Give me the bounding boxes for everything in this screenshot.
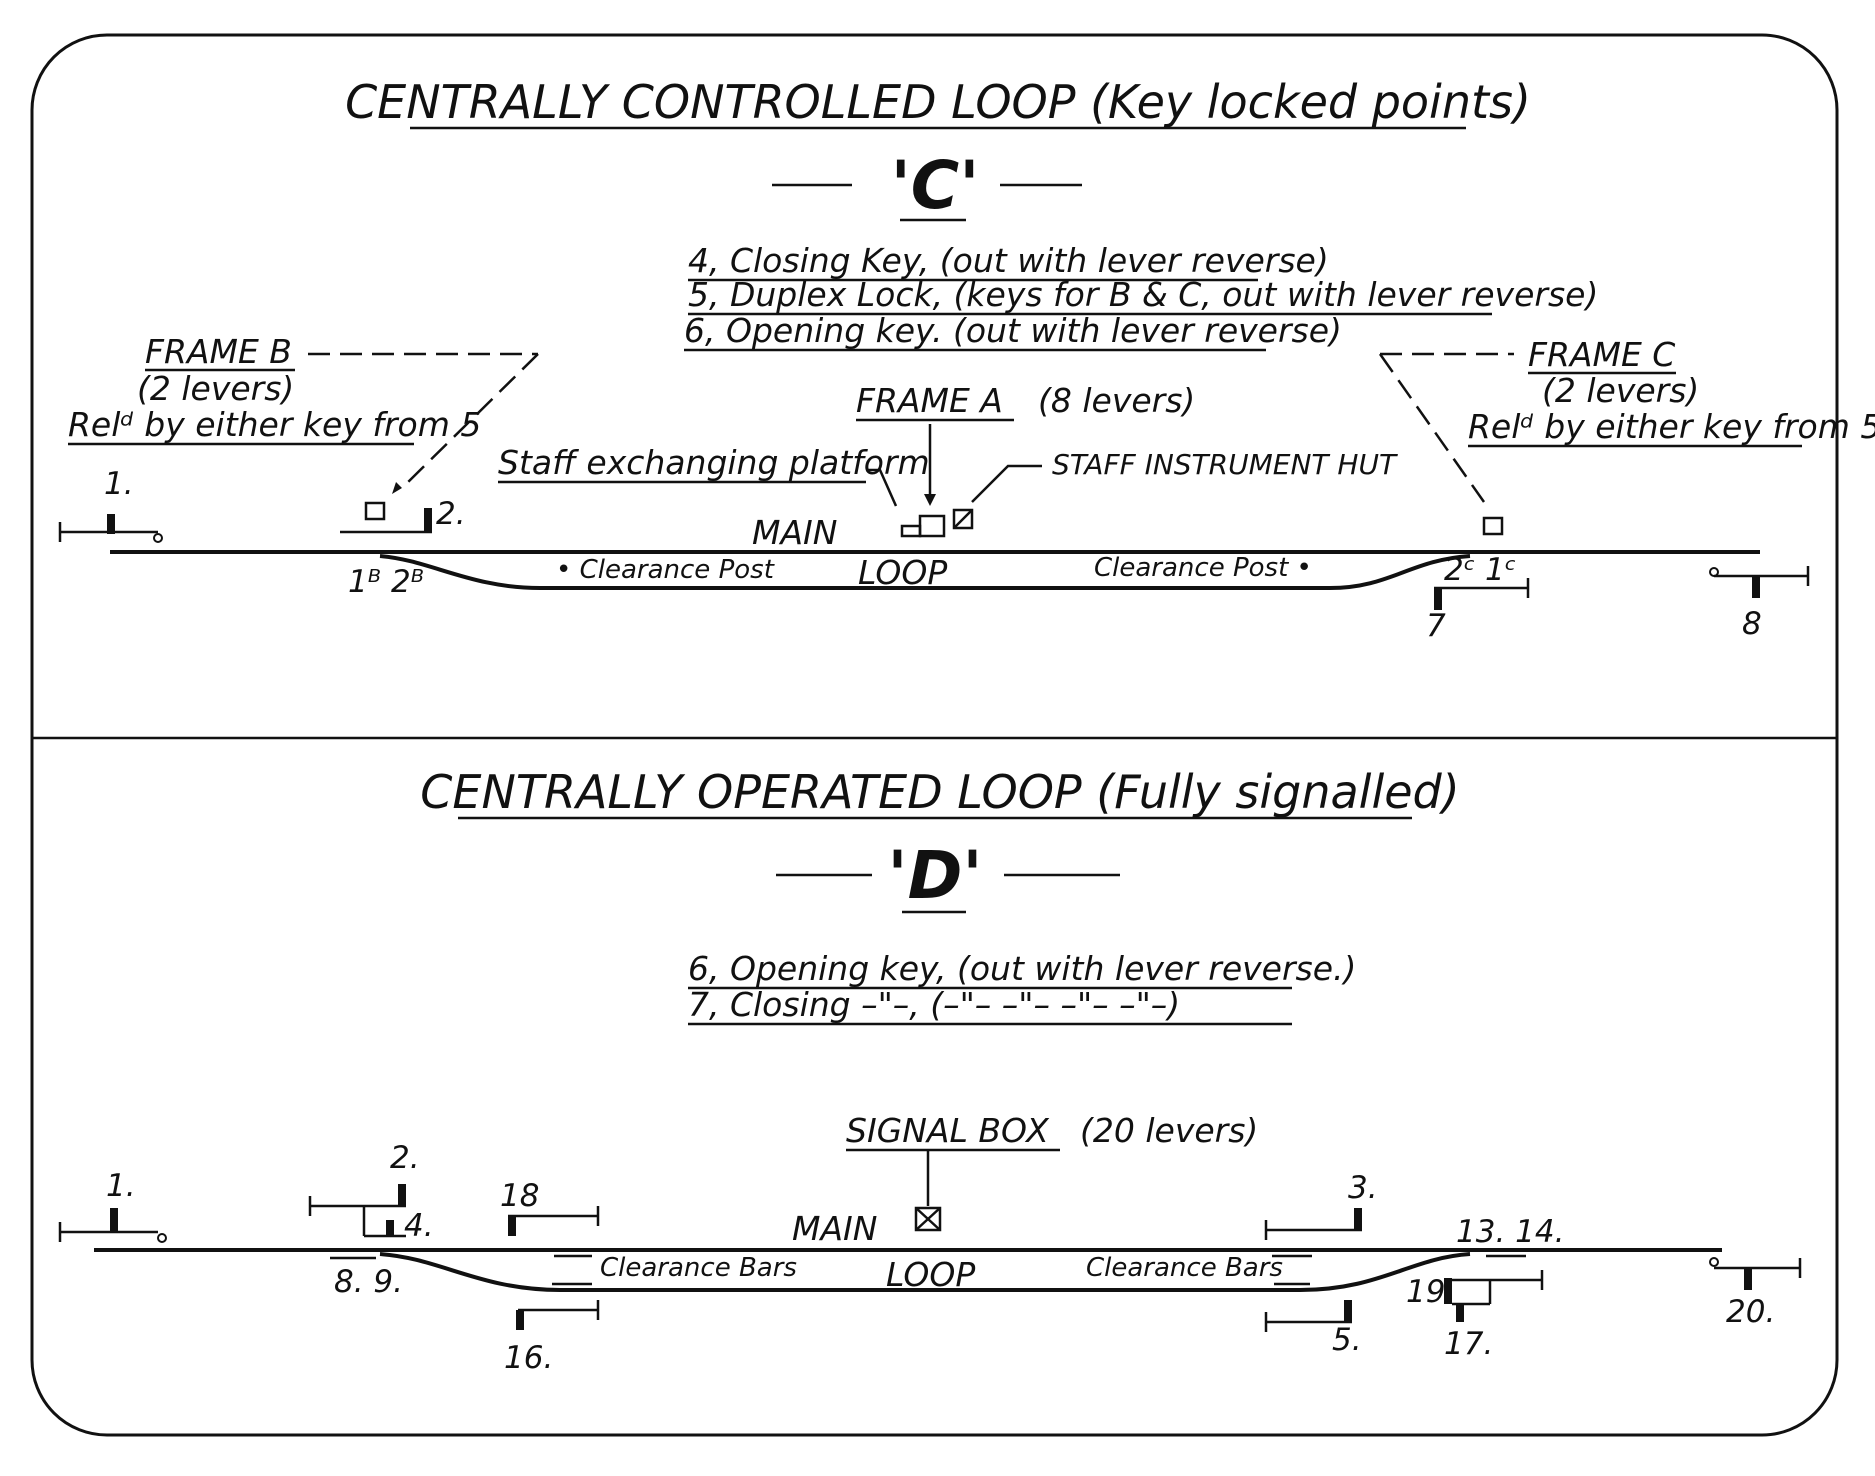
d-signal-17-label: 17. [1444, 1326, 1493, 1362]
c-signal-8 [1752, 576, 1760, 598]
c-points-2c1c: 2ᶜ 1ᶜ [1444, 552, 1516, 588]
signal-box-levers: (20 levers) [1080, 1111, 1258, 1150]
d-signal-2-label: 2. [390, 1140, 420, 1176]
d-signal-4-label: 4. [404, 1208, 434, 1244]
signal-box-label: SIGNAL BOX [846, 1111, 1050, 1150]
d-signal-18-label: 18 [500, 1178, 539, 1214]
d-signal-17 [1456, 1304, 1464, 1322]
c-signal-7 [1434, 588, 1442, 610]
frame-b-levers: (2 levers) [137, 369, 294, 408]
section-d-note-6: 6, Opening key, (out with lever reverse.… [688, 949, 1356, 988]
c-main-label: MAIN [752, 513, 837, 552]
d-signal-16 [516, 1310, 524, 1330]
c-clearance-left: • Clearance Post [556, 555, 775, 585]
frame-c-symbol [1482, 516, 1504, 536]
staff-platform-symbol [900, 524, 922, 538]
c-signal-1-label: 1. [104, 466, 134, 502]
d-signal-16-label: 16. [504, 1340, 553, 1376]
d-signal-5 [1344, 1300, 1352, 1322]
c-signal-8-label: 8 [1742, 606, 1762, 642]
d-clearance-right: Clearance Bars [1086, 1253, 1283, 1283]
section-c-title: CENTRALLY CONTROLLED LOOP (Key locked po… [345, 75, 1531, 129]
d-signal-19-label: 19. [1406, 1274, 1455, 1310]
c-signal-1 [107, 514, 115, 534]
frame-b-symbol [364, 501, 386, 521]
c-clearance-right: Clearance Post • [1094, 553, 1312, 583]
section-d-letter: 'D' [887, 837, 982, 914]
section-c-note-4: 4, Closing Key, (out with lever reverse) [688, 241, 1329, 280]
d-points-89: 8. 9. [334, 1264, 403, 1300]
c-signal-2 [424, 508, 432, 532]
d-loop-label: LOOP [886, 1255, 975, 1294]
section-c-note-5: 5, Duplex Lock, (keys for B & C, out wit… [688, 275, 1598, 314]
section-c-note-6: 6, Opening key. (out with lever reverse) [684, 311, 1342, 350]
section-c: CENTRALLY CONTROLLED LOOP (Key locked po… [58, 75, 1875, 644]
c-signal-7-label: 7 [1426, 608, 1446, 644]
diagram-border [30, 33, 1839, 1437]
frame-a-levers: (8 levers) [1038, 381, 1195, 420]
d-signal-1 [110, 1208, 118, 1232]
frame-c-release: Relᵈ by either key from 5 [1468, 407, 1875, 446]
frame-a-title: FRAME A [856, 381, 1003, 420]
d-signal-1314-label: 13. 14. [1456, 1214, 1564, 1250]
staff-platform-label: Staff exchanging platform [498, 443, 930, 482]
frame-b-title: FRAME B [145, 332, 292, 371]
d-signal-2 [398, 1184, 406, 1206]
d-signal-20-label: 20. [1726, 1294, 1775, 1330]
frame-a-symbol [918, 514, 946, 538]
staff-hut-label: STAFF INSTRUMENT HUT [1052, 448, 1398, 481]
c-signal-2-label: 2. [436, 496, 466, 532]
d-main-label: MAIN [792, 1209, 877, 1248]
signal-box-symbol [914, 1206, 942, 1232]
d-signal-18 [508, 1216, 516, 1236]
c-loop-line [379, 554, 1471, 590]
section-d: CENTRALLY OPERATED LOOP (Fully signalled… [58, 765, 1802, 1376]
d-signal-19 [1444, 1278, 1452, 1304]
d-clearance-left: Clearance Bars [600, 1253, 797, 1283]
c-points-1b2b: 1ᴮ 2ᴮ [348, 564, 424, 600]
frame-b-release: Relᵈ by either key from 5 [68, 405, 481, 444]
staff-hut-symbol [952, 508, 974, 530]
d-signal-5-label: 5. [1332, 1322, 1362, 1358]
section-d-title: CENTRALLY OPERATED LOOP (Fully signalled… [420, 765, 1459, 819]
d-signal-4 [386, 1220, 394, 1236]
d-signal-3 [1354, 1208, 1362, 1230]
section-d-note-7: 7, Closing –"–, (–"– –"– –"– –"–) [688, 985, 1180, 1024]
d-signal-3-label: 3. [1348, 1170, 1378, 1206]
d-loop-line [379, 1252, 1471, 1292]
d-signal-1-label: 1. [106, 1168, 136, 1204]
d-signal-20 [1744, 1268, 1752, 1290]
c-loop-label: LOOP [858, 553, 947, 592]
frame-c-levers: (2 levers) [1542, 371, 1699, 410]
frame-c-title: FRAME C [1528, 335, 1675, 374]
section-c-letter: 'C' [891, 147, 980, 224]
